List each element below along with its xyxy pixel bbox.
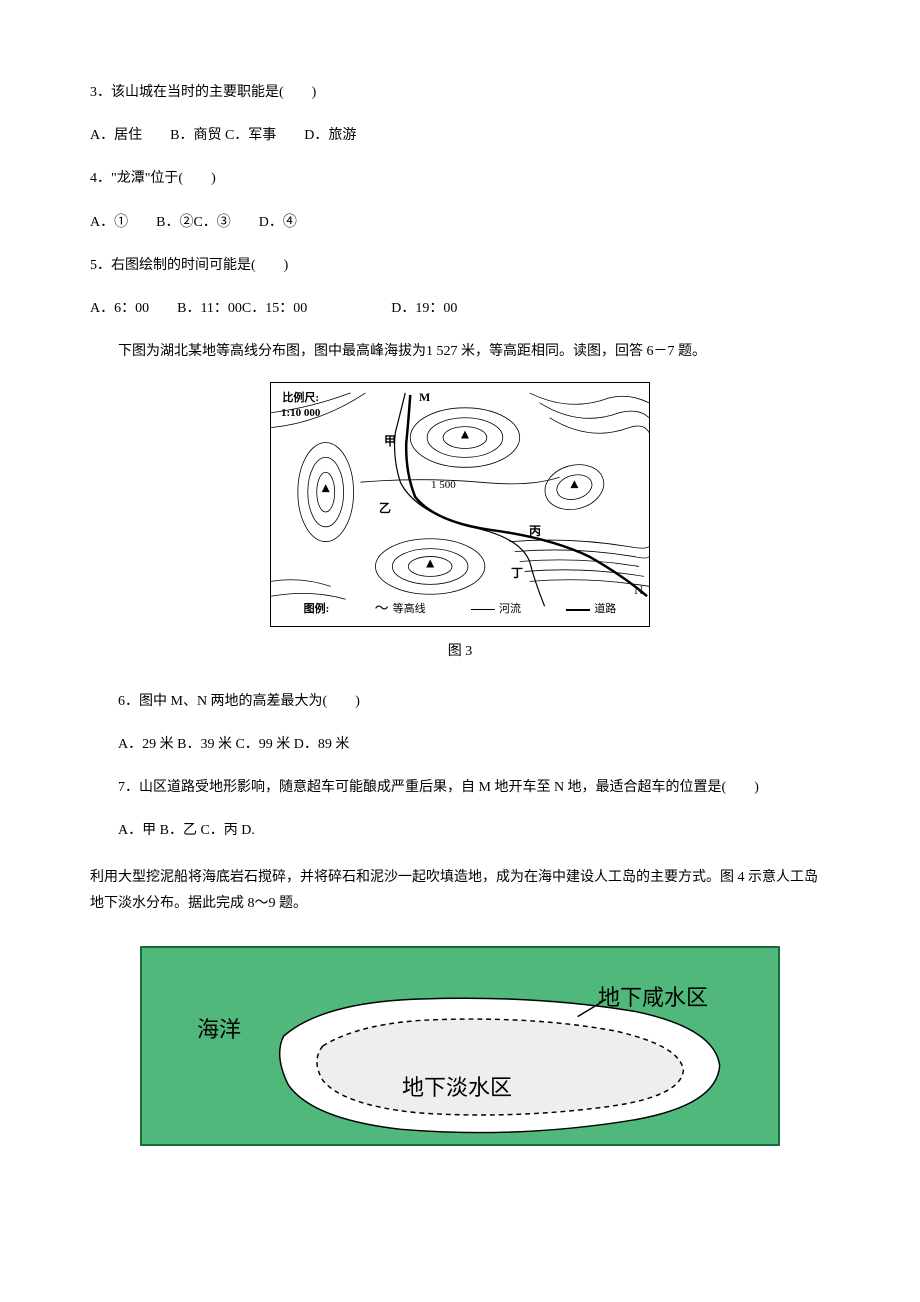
legend-row: 图例: 〜 等高线 河流 道路 <box>271 597 649 622</box>
q7-options-text: A．甲 B．乙 C．丙 D. <box>118 823 255 838</box>
question-3-options: A．居住 B．商贸 C．军事 D．旅游 <box>90 123 830 148</box>
passage-6-7-text: 下图为湖北某地等高线分布图，图中最高峰海拔为1 527 米，等高距相同。读图，回… <box>118 344 706 359</box>
label-m: M <box>419 387 430 409</box>
question-5-text: 5．右图绘制的时间可能是( ) <box>90 258 288 273</box>
question-7-options: A．甲 B．乙 C．丙 D. <box>90 818 830 843</box>
figure-4-container: 海洋 地下咸水区 地下淡水区 <box>90 946 830 1155</box>
legend-road-text: 道路 <box>594 600 616 620</box>
figure-3-box: 比例尺: 1:10 000 M N 甲 乙 丙 丁 1 500 图例: 〜 等高… <box>270 382 650 627</box>
label-yi: 乙 <box>379 498 391 520</box>
q6-options-text: A．29 米 B．39 米 C．99 米 D．89 米 <box>118 737 349 752</box>
scale-text-2: 1:10 000 <box>281 406 320 420</box>
question-4: 4．"龙潭"位于( ) <box>90 166 830 191</box>
question-6-text: 6．图中 M、N 两地的高差最大为( ) <box>118 694 360 709</box>
question-3: 3．该山城在当时的主要职能是( ) <box>90 80 830 105</box>
q3-options-text: A．居住 B．商贸 C．军事 D．旅游 <box>90 128 356 143</box>
contour-map-svg <box>271 383 649 626</box>
question-5: 5．右图绘制的时间可能是( ) <box>90 253 830 278</box>
label-ding: 丁 <box>511 563 523 585</box>
legend-title: 图例: <box>304 600 330 620</box>
question-3-text: 3．该山城在当时的主要职能是( ) <box>90 85 316 100</box>
scale-label: 比例尺: 1:10 000 <box>281 391 320 420</box>
question-7: 7．山区道路受地形影响，随意超车可能酿成严重后果，自 M 地开车至 N 地，最适… <box>90 775 830 800</box>
legend-river: 河流 <box>471 600 521 620</box>
figure-3-container: 比例尺: 1:10 000 M N 甲 乙 丙 丁 1 500 图例: 〜 等高… <box>90 382 830 663</box>
road-line-icon <box>566 609 590 611</box>
passage-6-7: 下图为湖北某地等高线分布图，图中最高峰海拔为1 527 米，等高距相同。读图，回… <box>90 339 830 364</box>
label-bing: 丙 <box>529 521 541 543</box>
question-6-options: A．29 米 B．39 米 C．99 米 D．89 米 <box>90 732 830 757</box>
legend-road: 道路 <box>566 600 616 620</box>
figure-3-caption: 图 3 <box>90 639 830 664</box>
scale-text-1: 比例尺: <box>281 391 320 405</box>
freshwater-label: 地下淡水区 <box>402 1068 512 1108</box>
passage-8-9-text: 利用大型挖泥船将海底岩石搅碎，并将碎石和泥沙一起吹填造地，成为在海中建设人工岛的… <box>90 870 818 910</box>
label-jia: 甲 <box>384 431 396 453</box>
question-6: 6．图中 M、N 两地的高差最大为( ) <box>90 689 830 714</box>
saltwater-label: 地下咸水区 <box>598 978 708 1018</box>
q5-options-text: A．6：00 B．11：00C．15：00 D．19：00 <box>90 301 457 316</box>
q4-options-text: A．① B．②C．③ D．④ <box>90 215 297 230</box>
question-5-options: A．6：00 B．11：00C．15：00 D．19：00 <box>90 296 830 321</box>
legend-river-text: 河流 <box>499 600 521 620</box>
river-line-icon <box>471 609 495 610</box>
figure-4-box: 海洋 地下咸水区 地下淡水区 <box>140 946 780 1146</box>
legend-contour-text: 等高线 <box>393 600 426 620</box>
passage-8-9: 利用大型挖泥船将海底岩石搅碎，并将碎石和泥沙一起吹填造地，成为在海中建设人工岛的… <box>90 865 830 915</box>
question-7-text: 7．山区道路受地形影响，随意超车可能酿成严重后果，自 M 地开车至 N 地，最适… <box>118 780 759 795</box>
question-4-text: 4．"龙潭"位于( ) <box>90 171 216 186</box>
question-4-options: A．① B．②C．③ D．④ <box>90 210 830 235</box>
sea-label: 海洋 <box>197 1010 241 1050</box>
legend-contour: 〜 等高线 <box>375 597 426 622</box>
elevation-1500: 1 500 <box>431 476 456 496</box>
